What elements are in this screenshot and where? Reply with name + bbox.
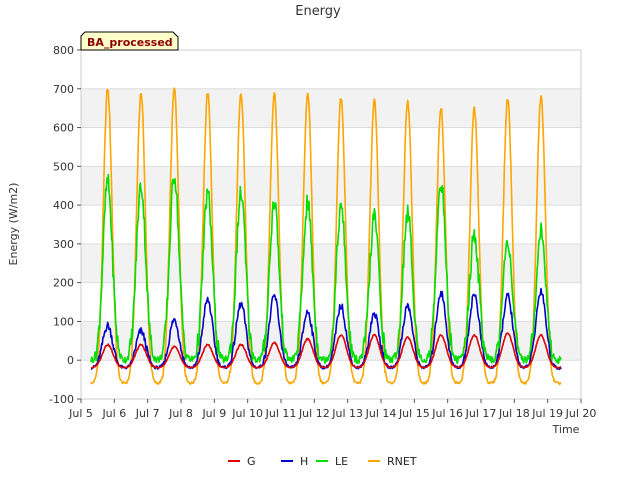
plot-border: [80, 49, 582, 400]
x-tick-label: Jul 20: [565, 407, 597, 420]
legend-label-g: G: [247, 455, 256, 468]
x-tick-label: Jul 19: [531, 407, 563, 420]
processing-badge: BA_processed: [80, 31, 179, 51]
legend-label-h: H: [300, 455, 308, 468]
x-tick-label: Jul 11: [265, 407, 297, 420]
legend-label-le: LE: [335, 455, 348, 468]
plot-area: [80, 49, 582, 400]
y-axis: -100 0 100 200 300 400 500 600 700 800: [49, 44, 81, 406]
grid-band: [81, 243, 581, 283]
series-lines: [90, 87, 562, 386]
chart-title: Energy: [295, 4, 341, 19]
x-tick-label: Jul 18: [498, 407, 530, 420]
y-axis-title: Energy (W/m2): [7, 183, 20, 266]
x-tick-label: Jul 14: [365, 407, 397, 420]
grid-band: [81, 88, 581, 128]
legend: G H LE RNET: [228, 455, 417, 468]
x-tick-label: Jul 12: [298, 407, 330, 420]
series-line-le: [90, 173, 562, 365]
y-tick-label: 0: [67, 354, 74, 367]
x-tick-label: Jul 8: [168, 407, 193, 420]
y-tick-label: 100: [53, 315, 74, 328]
y-tick-label: 300: [53, 238, 74, 251]
y-tick-label: 600: [53, 122, 74, 135]
x-axis-title: Time: [552, 423, 580, 436]
y-tick-label: -100: [49, 393, 74, 406]
x-tick-label: Jul 7: [135, 407, 160, 420]
y-tick-label: 400: [53, 199, 74, 212]
badge-box: [80, 31, 179, 51]
y-tick-label: 700: [53, 83, 74, 96]
x-tick-label: Jul 16: [431, 407, 463, 420]
y-tick-label: 200: [53, 277, 74, 290]
badge-label: BA_processed: [87, 36, 173, 49]
series-line-g: [90, 332, 562, 369]
x-tick-label: Jul 17: [465, 407, 497, 420]
x-tick-label: Jul 15: [398, 407, 430, 420]
x-tick-label: Jul 5: [68, 407, 93, 420]
x-tick-label: Jul 9: [201, 407, 226, 420]
x-axis: Jul 5 Jul 6 Jul 7 Jul 8 Jul 9 Jul 10 Jul 11 Jul…: [68, 399, 596, 420]
x-tick-label: Jul 13: [331, 407, 363, 420]
legend-label-rnet: RNET: [387, 455, 417, 468]
y-tick-label: 800: [53, 44, 74, 57]
x-tick-label: Jul 6: [101, 407, 126, 420]
y-tick-label: 500: [53, 160, 74, 173]
grid-band: [81, 166, 581, 206]
x-tick-label: Jul 10: [231, 407, 263, 420]
